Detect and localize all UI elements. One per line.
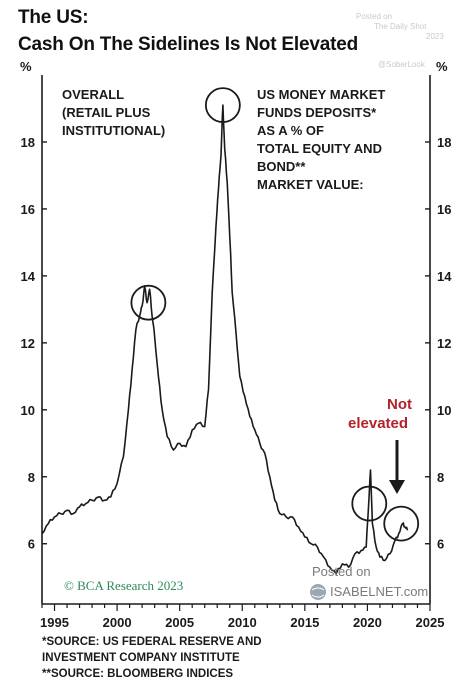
y-tick-label-left: 14 [21,269,36,284]
x-tick-label: 2015 [290,615,319,630]
isabelnet-line-1: Posted on [312,564,371,579]
y-tick-label-left: 16 [21,202,35,217]
y-tick-label-right: 18 [437,135,451,150]
annotation-description-line-5: BOND** [257,159,306,174]
series-line [41,104,409,575]
not-elevated-line-1: Not [387,396,412,413]
isabelnet-watermark: Posted on ISABELNET.com [310,564,428,600]
annotation-overall-line-1: OVERALL [62,87,124,102]
y-tick-label-left: 10 [21,403,35,418]
y-tick-label-right: 16 [437,202,451,217]
highlight-circles [130,87,420,542]
x-tick-label: 1995 [40,615,69,630]
highlight-circle [383,505,420,542]
highlight-circle [130,284,167,321]
series-group [41,104,409,575]
y-tick-label-left: 8 [28,470,35,485]
annotation-overall-line-3: INSTITUTIONAL) [62,123,165,138]
footnote-2: INVESTMENT COMPANY INSTITUTE [42,652,240,664]
x-tick-label: 2005 [165,615,194,630]
y-tick-label-left: 12 [21,336,35,351]
daily-shot-line-1: Posted on [356,12,393,21]
annotation-overall-line-2: (RETAIL PLUS [62,105,151,120]
not-elevated-line-2: elevated [348,415,408,432]
annotation-not-elevated: Not elevated [348,396,412,432]
y-unit-left: % [20,59,32,74]
arrow-icon [389,440,405,494]
y-tick-label-right: 12 [437,336,451,351]
title-line-2: Cash On The Sidelines Is Not Elevated [18,34,358,55]
y-tick-label-right: 8 [437,470,444,485]
footnotes: *SOURCE: US FEDERAL RESERVE AND INVESTME… [42,634,262,682]
x-tick-label: 2025 [416,615,445,630]
highlight-circle [351,485,388,522]
annotation-description: US MONEY MARKET FUNDS DEPOSITS* AS A % O… [257,87,385,192]
x-tick-label: 2020 [353,615,382,630]
axis-ticks: 6 6 8 8 10 10 12 12 14 14 16 16 18 18 1995 2000 2005 2010… [21,135,453,630]
globe-icon [310,584,326,600]
daily-shot-watermark: Posted on The Daily Shot 2023 [356,12,444,42]
title-line-1: The US: [18,7,89,28]
daily-shot-line-3: 2023 [426,32,444,41]
highlight-circle [204,87,241,124]
y-tick-label-right: 6 [437,537,444,552]
chart-title: The US: Cash On The Sidelines Is Not Ele… [18,4,358,58]
annotation-description-line-4: TOTAL EQUITY AND [257,141,382,156]
annotation-description-line-2: FUNDS DEPOSITS* [257,105,377,120]
y-unit-right: % [436,59,448,74]
y-tick-label-right: 10 [437,403,451,418]
annotation-description-line-1: US MONEY MARKET [257,87,385,102]
handle-watermark: @SoberLook [378,60,425,69]
annotation-description-line-3: AS A % OF [257,123,324,138]
annotation-overall: OVERALL (RETAIL PLUS INSTITUTIONAL) [62,87,165,138]
y-tick-label-right: 14 [437,269,452,284]
x-tick-label: 2000 [103,615,132,630]
bca-credit: © BCA Research 2023 [64,578,183,593]
y-tick-label-left: 18 [21,135,35,150]
daily-shot-line-2: The Daily Shot [374,22,427,31]
footnote-1: *SOURCE: US FEDERAL RESERVE AND [42,636,262,648]
annotation-description-line-6: MARKET VALUE: [257,177,364,192]
footnote-3: **SOURCE: BLOOMBERG INDICES [42,668,234,680]
plot-frame [41,75,431,605]
x-tick-label: 2010 [228,615,257,630]
y-tick-label-left: 6 [28,537,35,552]
isabelnet-line-2: ISABELNET.com [330,584,428,599]
